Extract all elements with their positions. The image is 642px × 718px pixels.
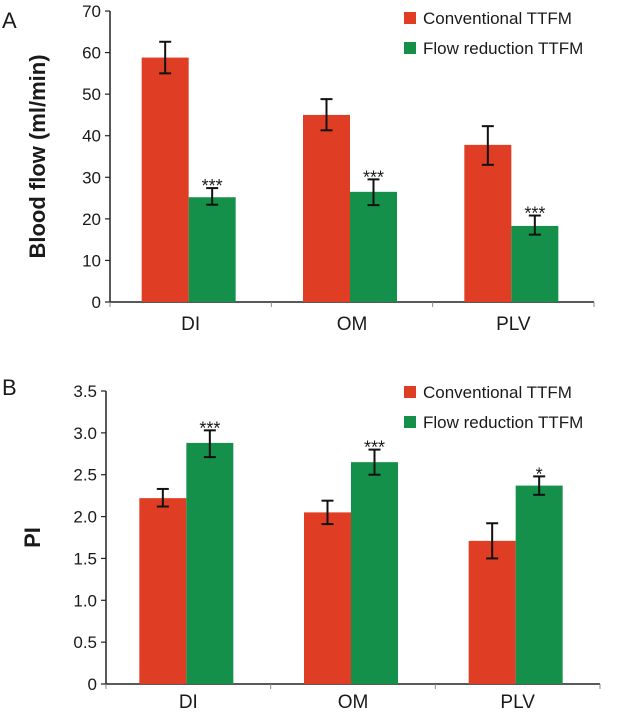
bar-flow-reduction-ttfm — [186, 442, 234, 684]
bar-conventional-ttfm — [141, 57, 189, 303]
error-bar — [533, 475, 546, 496]
legend-label: Flow reduction TTFM — [423, 413, 583, 432]
bar-conventional-ttfm — [304, 512, 351, 684]
bar-flow-reduction-ttfm — [351, 462, 398, 684]
significance-label: *** — [202, 176, 223, 196]
y-tick-label: 2.0 — [73, 508, 97, 527]
significance-label: *** — [199, 418, 220, 438]
y-tick-label: 3.5 — [73, 382, 97, 401]
error-bar — [528, 214, 541, 236]
x-tick-label: PLV — [496, 314, 531, 335]
y-tick-label: 50 — [82, 85, 101, 104]
error-bar — [206, 187, 219, 206]
panel-a: A Blood flow (ml/min) 0 10 20 30 40 50 60 70 DI ***… — [2, 2, 595, 335]
bar-conventional-ttfm — [303, 114, 350, 302]
bar-flow-reduction-ttfm — [511, 225, 559, 302]
bar-conventional-ttfm — [464, 144, 512, 302]
x-tick-label: DI — [179, 692, 198, 713]
y-tick-label: 0 — [88, 675, 97, 694]
y-tick-label: 0 — [92, 293, 101, 312]
error-bar — [481, 125, 494, 166]
error-bar — [203, 429, 216, 459]
error-bar — [367, 178, 380, 207]
legend-swatch — [404, 42, 416, 54]
significance-label: *** — [363, 167, 384, 187]
bar-conventional-ttfm — [468, 540, 516, 684]
x-tick-label: OM — [337, 314, 368, 335]
legend-swatch — [404, 12, 416, 24]
bar-flow-reduction-ttfm — [350, 191, 397, 302]
y-tick-label: 30 — [82, 168, 101, 187]
panel-label: B — [2, 375, 17, 400]
x-tick-label: OM — [338, 692, 369, 713]
error-bar — [368, 448, 381, 476]
y-tick-label: 40 — [82, 127, 101, 146]
error-bar — [320, 98, 333, 132]
y-tick-label: 60 — [82, 44, 101, 63]
y-tick-label: 3.0 — [73, 424, 97, 443]
y-tick-label: 1.0 — [73, 591, 97, 610]
bar-flow-reduction-ttfm — [188, 197, 236, 302]
bar-conventional-ttfm — [139, 498, 187, 684]
y-axis-label: Blood flow (ml/min) — [25, 54, 50, 258]
bar-flow-reduction-ttfm — [515, 485, 563, 684]
y-tick-label: 70 — [82, 2, 101, 21]
significance-label: * — [536, 464, 543, 484]
error-bar — [156, 487, 169, 508]
x-tick-label: DI — [181, 314, 200, 335]
significance-label: *** — [524, 204, 545, 224]
legend-label: Flow reduction TTFM — [423, 39, 583, 58]
y-tick-label: 1.5 — [73, 549, 97, 568]
legend-swatch — [404, 386, 416, 398]
legend-swatch — [404, 416, 416, 428]
error-bar — [159, 40, 172, 75]
y-tick-label: 2.5 — [73, 466, 97, 485]
panel-label: A — [2, 8, 17, 33]
y-tick-label: 20 — [82, 210, 101, 229]
legend-label: Conventional TTFM — [423, 9, 572, 28]
y-tick-label: 10 — [82, 251, 101, 270]
panel-b: B PI 0 0.5 1.0 1.5 2.0 2.5 3.0 3.5 DI *** OM *** PLV * C… — [2, 375, 601, 713]
error-bar — [321, 499, 334, 526]
legend-label: Conventional TTFM — [423, 383, 572, 402]
error-bar — [486, 522, 499, 560]
y-tick-label: 0.5 — [73, 633, 97, 652]
x-tick-label: PLV — [500, 692, 535, 713]
significance-label: *** — [364, 438, 385, 458]
y-axis-label: PI — [20, 527, 45, 548]
